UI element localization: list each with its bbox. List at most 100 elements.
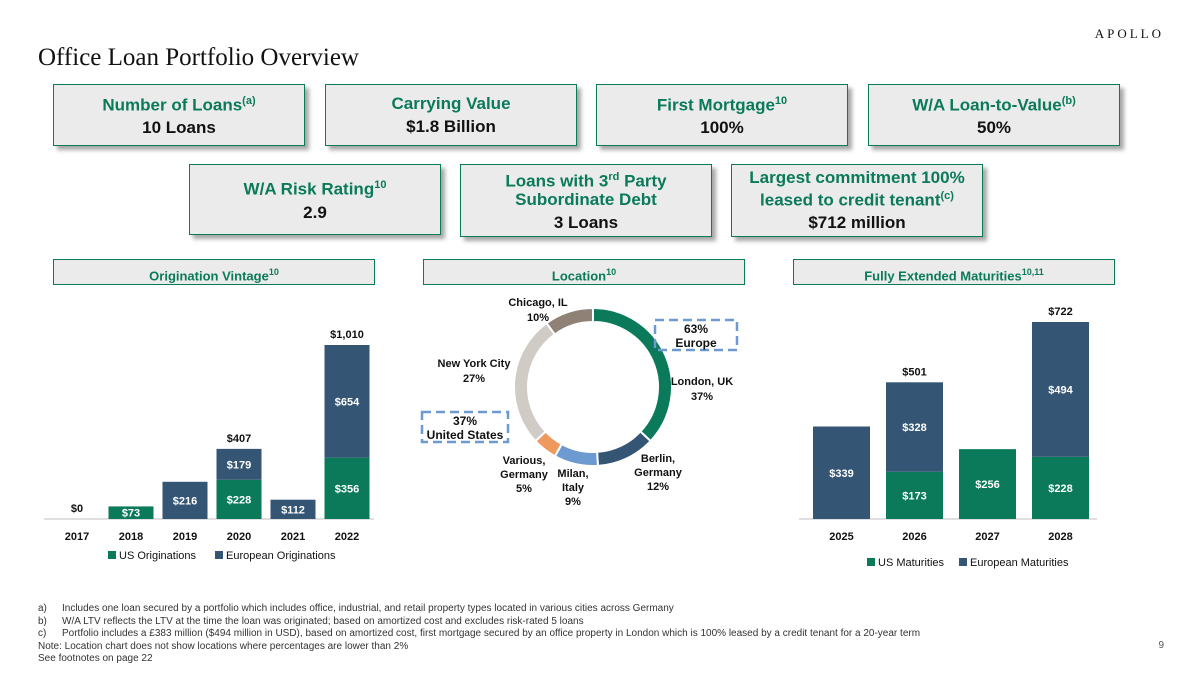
slice-pct-label: 27% bbox=[463, 373, 485, 385]
callout-pct: 37% bbox=[453, 414, 477, 428]
origination-vintage-chart: $0 2017 $73 2018 $216 2019 $228 $179 $407 2020 $11… bbox=[44, 329, 374, 562]
legend-swatch bbox=[867, 558, 875, 566]
slice-pct-label: 37% bbox=[691, 391, 713, 403]
bar-european-2025 bbox=[813, 426, 870, 519]
bar-total-label: $501 bbox=[902, 366, 926, 378]
bar-value-label: $228 bbox=[1048, 483, 1072, 495]
x-tick-label: 2026 bbox=[902, 531, 926, 543]
slice-pct-label: 12% bbox=[647, 481, 669, 493]
footnote-b: b) W/A LTV reflects the LTV at the time t… bbox=[38, 616, 920, 629]
section-sup: 10,11 bbox=[1021, 267, 1044, 277]
kpi-sup: 10 bbox=[774, 94, 788, 107]
legend-label: US Maturities bbox=[878, 557, 945, 569]
kpi-value: 100% bbox=[700, 118, 744, 138]
kpi-label: First Mortgage bbox=[656, 95, 775, 115]
slice-label-line1: Berlin, bbox=[641, 453, 675, 465]
footnote-mark: c) bbox=[38, 628, 47, 639]
section-label: Fully Extended Maturities bbox=[864, 268, 1022, 284]
x-tick-label: 2017 bbox=[65, 531, 89, 543]
slice-label-line2: Germany bbox=[634, 467, 683, 479]
bar-value-label: $173 bbox=[902, 490, 926, 502]
legend-swatch bbox=[108, 551, 116, 559]
kpi-label: Carrying Value bbox=[391, 93, 511, 113]
x-tick-label: 2019 bbox=[173, 531, 197, 543]
kpi-sup: (b) bbox=[1061, 94, 1076, 107]
kpi-sup: (c) bbox=[940, 189, 954, 202]
callout-label: United States bbox=[427, 428, 504, 442]
bar-european-2028 bbox=[1032, 322, 1089, 457]
slice-label-line2: Germany bbox=[500, 469, 549, 481]
kpi-value: 3 Loans bbox=[553, 213, 619, 233]
kpi-label: leased to credit tenant bbox=[760, 190, 941, 210]
slice-label-line1: Various, bbox=[503, 455, 546, 467]
kpi-value: 10 Loans bbox=[142, 118, 216, 138]
legend-label: European Maturities bbox=[970, 557, 1069, 569]
kpi-label: Subordinate Debt bbox=[515, 190, 657, 210]
footnote-c: c) Portfolio includes a £383 million ($49… bbox=[38, 628, 920, 641]
footnote-text: Includes one loan secured by a portfolio… bbox=[62, 603, 674, 614]
bar-total-label: $407 bbox=[227, 433, 251, 445]
slice-pct-label: 9% bbox=[565, 496, 581, 508]
kpi-value: $712 million bbox=[808, 213, 906, 233]
section-sup: 10 bbox=[606, 267, 617, 277]
footnote-see: See footnotes on page 22 bbox=[38, 653, 153, 664]
section-maturities: Fully Extended Maturities10,11 bbox=[793, 259, 1115, 285]
kpi-label: Largest commitment 100% bbox=[749, 167, 965, 187]
bar-value-label: $112 bbox=[281, 504, 305, 516]
bar-value-label: $654 bbox=[335, 396, 360, 408]
bar-european-2019 bbox=[162, 481, 208, 519]
kpi-loan-to-value: W/A Loan-to-Value(b) 50% bbox=[868, 84, 1120, 146]
slice-pct-label: 10% bbox=[527, 312, 549, 324]
bar-total-label: $722 bbox=[1048, 306, 1072, 318]
kpi-number-of-loans: Number of Loans(a) 10 Loans bbox=[53, 84, 305, 146]
bar-european-2021 bbox=[270, 499, 316, 519]
bar-value-label: $256 bbox=[975, 479, 999, 491]
bar-us-2022 bbox=[324, 457, 370, 519]
bar-value-label: $179 bbox=[227, 459, 251, 471]
donut-slice bbox=[513, 321, 557, 443]
bar-european-2020 bbox=[216, 448, 262, 480]
bar-us-2027 bbox=[959, 449, 1016, 519]
callout-label: Europe bbox=[675, 336, 717, 350]
maturities-chart: $339 2025 $173 $328 $501 2026 $256 2027 $228 $494… bbox=[799, 306, 1097, 569]
slice-pct-label: 5% bbox=[516, 483, 532, 495]
kpi-sup: rd bbox=[608, 170, 620, 183]
footnote-mark: a) bbox=[38, 603, 47, 614]
x-tick-label: 2022 bbox=[335, 531, 359, 543]
kpi-value: $1.8 Billion bbox=[406, 116, 496, 136]
bar-us-2020 bbox=[216, 479, 262, 519]
donut-slice bbox=[545, 306, 594, 336]
page-title: Office Loan Portfolio Overview bbox=[38, 44, 359, 71]
apollo-logo: APOLLO bbox=[1094, 26, 1164, 41]
x-tick-label: 2018 bbox=[119, 531, 143, 543]
donut-slice bbox=[592, 306, 673, 443]
slice-label-line1: Milan, bbox=[557, 468, 588, 480]
section-label: Origination Vintage bbox=[149, 268, 269, 284]
kpi-subordinate-debt: Loans with 3rd Party Subordinate Debt 3 L… bbox=[460, 164, 712, 237]
section-sup: 10 bbox=[268, 267, 279, 277]
callout-box bbox=[420, 410, 510, 444]
bar-value-label: $494 bbox=[1048, 384, 1073, 396]
callout-pct: 63% bbox=[684, 322, 708, 336]
kpi-first-mortgage: First Mortgage10 100% bbox=[596, 84, 848, 146]
footnote-note: Note: Location chart does not show locat… bbox=[38, 640, 409, 652]
bar-us-2028 bbox=[1032, 456, 1089, 519]
kpi-largest-commitment: Largest commitment 100% leased to credit … bbox=[731, 164, 983, 237]
section-origination-vintage: Origination Vintage10 bbox=[53, 259, 375, 285]
bar-us-2018 bbox=[108, 506, 154, 519]
bar-us-2026 bbox=[886, 471, 943, 519]
kpi-label: W/A Loan-to-Value bbox=[912, 95, 1062, 115]
slice-name-label: New York City bbox=[438, 358, 512, 370]
bar-value-label: $339 bbox=[829, 468, 853, 480]
kpi-label: Number of Loans bbox=[102, 95, 243, 115]
kpi-sup: 10 bbox=[374, 179, 387, 192]
bar-value-label: $228 bbox=[227, 494, 251, 506]
legend-swatch bbox=[215, 551, 223, 559]
slice-name-label: Chicago, IL bbox=[508, 297, 568, 309]
slice-name-label: London, UK bbox=[671, 376, 733, 388]
bar-european-2022 bbox=[324, 345, 370, 458]
section-location: Location10 bbox=[423, 259, 745, 285]
kpi-carrying-value: Carrying Value $1.8 Billion bbox=[325, 84, 577, 146]
x-tick-label: 2025 bbox=[829, 531, 853, 543]
footnote-text: W/A LTV reflects the LTV at the time the… bbox=[62, 615, 584, 627]
